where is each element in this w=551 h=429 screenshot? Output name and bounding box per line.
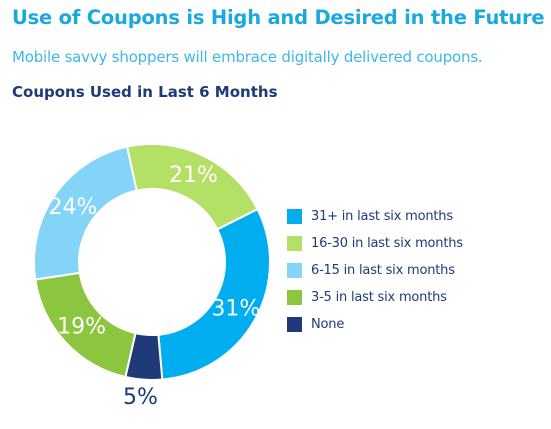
legend-item-16-30: 16-30 in last six months xyxy=(287,230,463,257)
legend-item-6-15: 6-15 in last six months xyxy=(287,257,463,284)
slice-31-plus xyxy=(157,207,271,381)
legend-swatch xyxy=(287,290,302,305)
legend-item-none: None xyxy=(287,311,463,338)
legend-label: 31+ in last six months xyxy=(311,209,453,224)
chart-legend: 31+ in last six months 16-30 in last six… xyxy=(287,203,463,338)
slice-none xyxy=(124,331,164,381)
slice-6-15-label: 24% xyxy=(49,195,98,220)
slice-3-5-label: 19% xyxy=(57,315,106,340)
legend-label: 16-30 in last six months xyxy=(311,236,463,251)
legend-swatch xyxy=(287,317,302,332)
legend-label: 6-15 in last six months xyxy=(311,263,455,278)
slice-31-plus-label: 31% xyxy=(211,296,260,321)
legend-swatch xyxy=(287,209,302,224)
legend-label: 3-5 in last six months xyxy=(311,290,447,305)
legend-label: None xyxy=(311,317,345,332)
legend-swatch xyxy=(287,236,302,251)
legend-item-31-plus: 31+ in last six months xyxy=(287,203,463,230)
slice-none-label: 5% xyxy=(123,385,158,410)
page-title: Use of Coupons is High and Desired in th… xyxy=(12,6,545,29)
legend-item-3-5: 3-5 in last six months xyxy=(287,284,463,311)
chart-title: Coupons Used in Last 6 Months xyxy=(12,83,278,101)
slice-16-30-label: 21% xyxy=(169,163,218,188)
legend-swatch xyxy=(287,263,302,278)
page-subtitle: Mobile savvy shoppers will embrace digit… xyxy=(12,48,483,66)
